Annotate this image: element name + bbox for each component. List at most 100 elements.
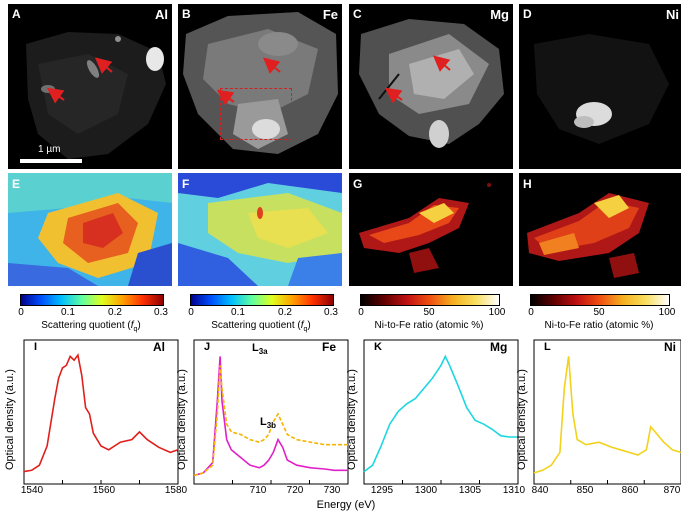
cb-e-tick-0: 0 <box>18 307 24 318</box>
panel-letter-e: E <box>12 177 21 191</box>
scale-bar <box>20 159 82 163</box>
cb-g-label: Ni-to-Fe ratio (atomic %) <box>374 320 484 331</box>
xtick-i-2: 1580 <box>164 485 188 496</box>
arrow-al-2 <box>46 87 65 104</box>
cb-h-tick-0: 0 <box>528 307 534 318</box>
ylabel-k: Optical density (a.u.) <box>346 369 358 470</box>
xtick-j-2: 730 <box>323 485 341 496</box>
map-fe: B Fe <box>178 4 342 169</box>
xtick-i-0: 1540 <box>20 485 44 496</box>
map-ni: D Ni <box>519 4 681 169</box>
xtick-i-1: 1560 <box>92 485 116 496</box>
fe-map-texture <box>183 12 338 154</box>
e-map-texture <box>8 173 172 286</box>
panel-letter-b: B <box>182 7 191 21</box>
ylabel-l: Optical density (a.u.) <box>516 369 528 470</box>
cb-g-tick-0: 0 <box>358 307 364 318</box>
panel-letter-j: J <box>204 341 211 353</box>
al-map-texture <box>26 32 166 159</box>
spectrum-line-j-1 <box>193 365 348 477</box>
ni-map-texture <box>534 34 669 144</box>
xlabel-energy: Energy (eV) <box>316 499 376 511</box>
cb-h-tick-2: 100 <box>658 307 676 318</box>
scale-bar-label: 1 µm <box>38 144 61 155</box>
map-h-ratio: H <box>519 173 681 286</box>
panel-letter-k: K <box>374 341 382 353</box>
map-al: A Al 1 µm <box>8 4 172 169</box>
cb-e-label-italic: f <box>130 320 134 331</box>
fe-peak-l3a-sub: 3a <box>258 347 268 357</box>
panel-letter-f: F <box>182 177 190 191</box>
cb-f-tick-2: 0.2 <box>278 307 292 318</box>
spectrum-frame-l <box>533 339 681 485</box>
panel-letter-l: L <box>544 341 551 353</box>
g-map-texture <box>359 183 491 273</box>
f-map-texture <box>178 173 342 286</box>
cb-e-tick-3: 0.3 <box>154 307 168 318</box>
arrow-fe-1 <box>262 57 281 74</box>
spectrum-element-ni: Ni <box>664 340 676 354</box>
panel-letter-d: D <box>523 7 532 21</box>
element-label-ni: Ni <box>666 7 679 22</box>
spectrum-element-al: Al <box>153 340 165 354</box>
cb-h-tick-1: 50 <box>593 307 605 318</box>
spectrum-element-mg: Mg <box>490 340 508 354</box>
cb-e-label-sub: q <box>133 326 138 333</box>
colorbar-f <box>190 294 334 306</box>
cb-e-tick-2: 0.2 <box>108 307 122 318</box>
panel-letter-c: C <box>353 7 362 21</box>
cb-e-tick-1: 0.1 <box>61 307 75 318</box>
xtick-l-2: 860 <box>621 485 639 496</box>
fe-peak-l3b: L3b <box>260 416 276 430</box>
xtick-l-0: 840 <box>531 485 549 496</box>
panel-letter-i: I <box>34 341 38 353</box>
xtick-k-2: 1305 <box>458 485 482 496</box>
element-label-fe: Fe <box>322 7 338 22</box>
cb-e-label-main: Scattering quotient ( <box>41 320 131 331</box>
h-map-texture <box>527 193 649 278</box>
element-label-al: Al <box>155 7 168 22</box>
map-mg: C Mg <box>349 4 513 169</box>
spectrum-element-fe: Fe <box>322 340 337 354</box>
xtick-l-3: 870 <box>663 485 681 496</box>
region-box <box>220 88 292 140</box>
panel-letter-g: G <box>353 177 363 191</box>
xtick-j-0: 710 <box>249 485 267 496</box>
spectrum-frame-i <box>23 339 179 485</box>
map-f-scattering: F <box>178 173 342 286</box>
cb-e-label-end: ) <box>137 320 141 331</box>
xtick-k-0: 1295 <box>370 485 394 496</box>
arrow-al-1 <box>94 57 113 74</box>
map-g-ratio: G <box>349 173 513 286</box>
fe-peak-l3a: L3a <box>252 342 268 356</box>
ylabel-j: Optical density (a.u.) <box>176 369 188 470</box>
cb-g-tick-2: 100 <box>488 307 506 318</box>
cb-f-tick-0: 0 <box>188 307 194 318</box>
cb-f-label: Scattering quotient (fq) <box>211 320 311 333</box>
cb-e-label: Scattering quotient (fq) <box>41 320 141 333</box>
arrow-overlay <box>46 55 451 106</box>
arrow-mg-2 <box>384 87 403 104</box>
arrow-fe-2 <box>216 89 235 106</box>
arrow-mg-1 <box>432 55 451 72</box>
colorbar-e <box>20 294 164 306</box>
xtick-l-1: 850 <box>576 485 594 496</box>
xtick-k-3: 1310 <box>502 485 526 496</box>
cb-g-tick-1: 50 <box>423 307 435 318</box>
spectrum-line-l-0 <box>533 356 681 474</box>
cb-f-label-end: ) <box>307 320 311 331</box>
xtick-j-1: 720 <box>286 485 304 496</box>
cb-f-label-sub: q <box>303 326 308 333</box>
panel-letter-h: H <box>523 177 532 191</box>
cb-f-label-italic: f <box>300 320 304 331</box>
fe-peak-l3b-sub: 3b <box>266 421 277 431</box>
element-label-mg: Mg <box>490 7 509 22</box>
cb-f-label-main: Scattering quotient ( <box>211 320 301 331</box>
panel-letter-a: A <box>12 7 21 21</box>
spectrum-line-k-0 <box>363 354 518 473</box>
cb-f-tick-3: 0.3 <box>324 307 338 318</box>
colorbar-h <box>530 294 670 306</box>
spectrum-line-i-0 <box>23 353 179 473</box>
spectrum-frame-k <box>363 339 519 485</box>
spectra-plots <box>23 339 681 485</box>
